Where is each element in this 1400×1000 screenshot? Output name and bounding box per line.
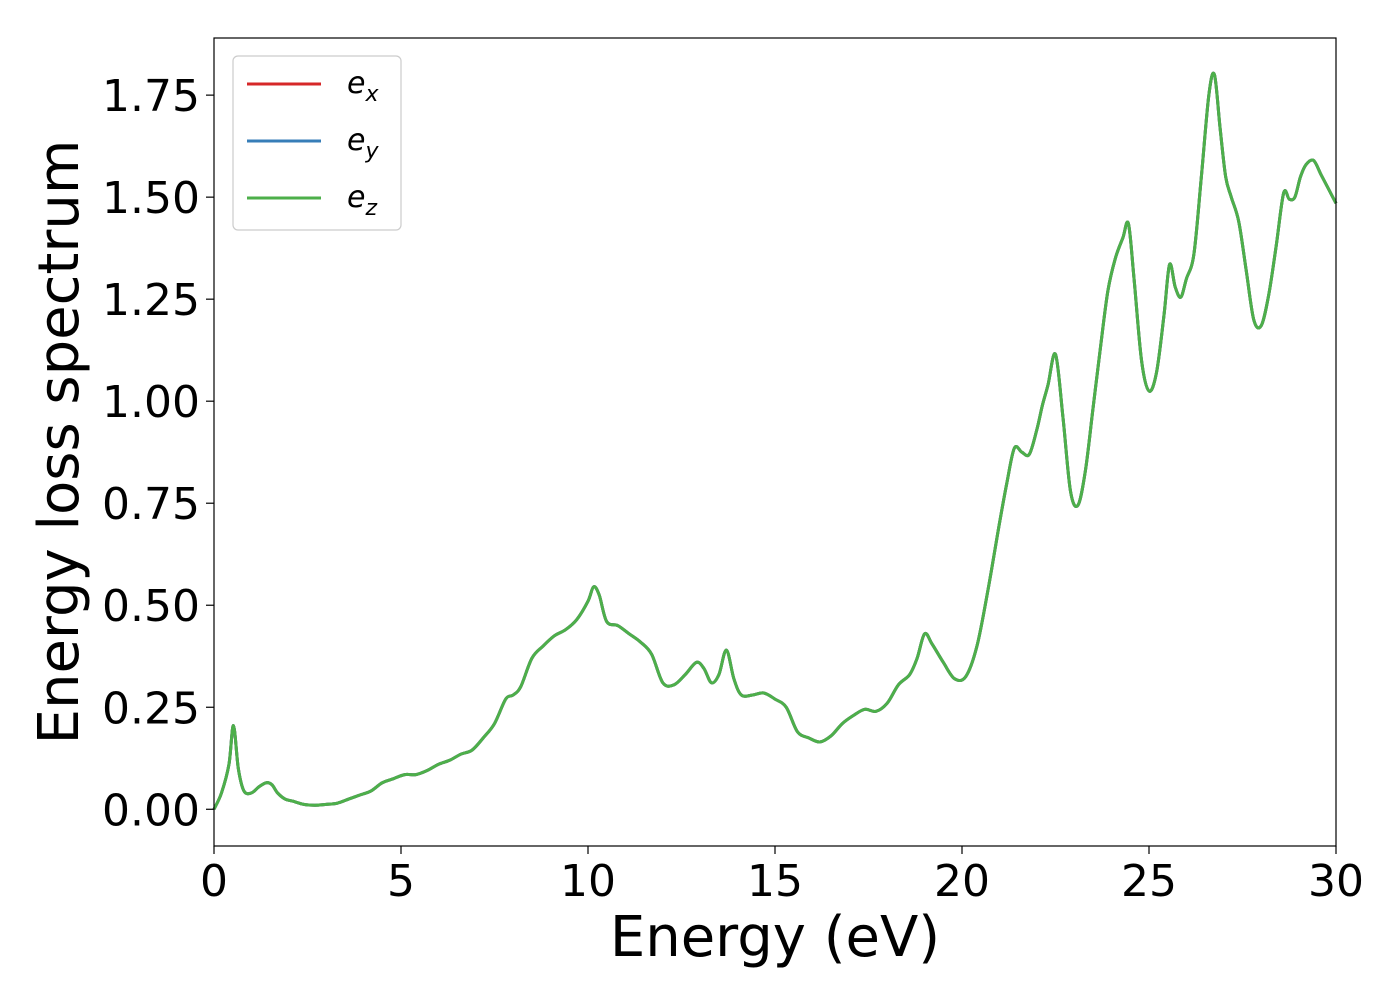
y-axis-label: Energy loss spectrum — [27, 140, 92, 745]
series-line-z — [212, 71, 1338, 810]
y-tick-label: 0.75 — [102, 479, 200, 530]
x-tick-label: 30 — [1308, 856, 1364, 907]
y-tick-label: 1.25 — [102, 275, 200, 326]
legend: ex ey ez — [232, 55, 402, 231]
legend-label-z: ez — [347, 180, 377, 221]
x-tick-label: 20 — [934, 856, 990, 907]
y-tick-label: 0.50 — [102, 581, 200, 632]
x-tick-label: 15 — [747, 856, 803, 907]
x-tick-label: 0 — [200, 856, 228, 907]
x-tick-label: 10 — [560, 856, 616, 907]
legend-label-x: ex — [347, 66, 379, 107]
y-tick-label: 1.00 — [102, 377, 200, 428]
x-axis-label: Energy (eV) — [610, 905, 940, 970]
y-tick-label: 1.50 — [102, 173, 200, 224]
x-tick-label: 25 — [1121, 856, 1177, 907]
y-tick-label: 0.00 — [102, 785, 200, 836]
x-tick-label: 5 — [387, 856, 415, 907]
y-tick-label: 0.25 — [102, 683, 200, 734]
x-axis-ticks: 0 5 10 15 20 25 30 — [200, 846, 1364, 907]
legend-label-y: ey — [347, 123, 379, 164]
series-layer — [212, 71, 1338, 810]
legend-box — [232, 55, 402, 231]
y-tick-label: 1.75 — [102, 71, 200, 122]
y-axis-ticks: 0.00 0.25 0.50 0.75 1.00 1.25 1.50 1.75 — [102, 71, 214, 836]
